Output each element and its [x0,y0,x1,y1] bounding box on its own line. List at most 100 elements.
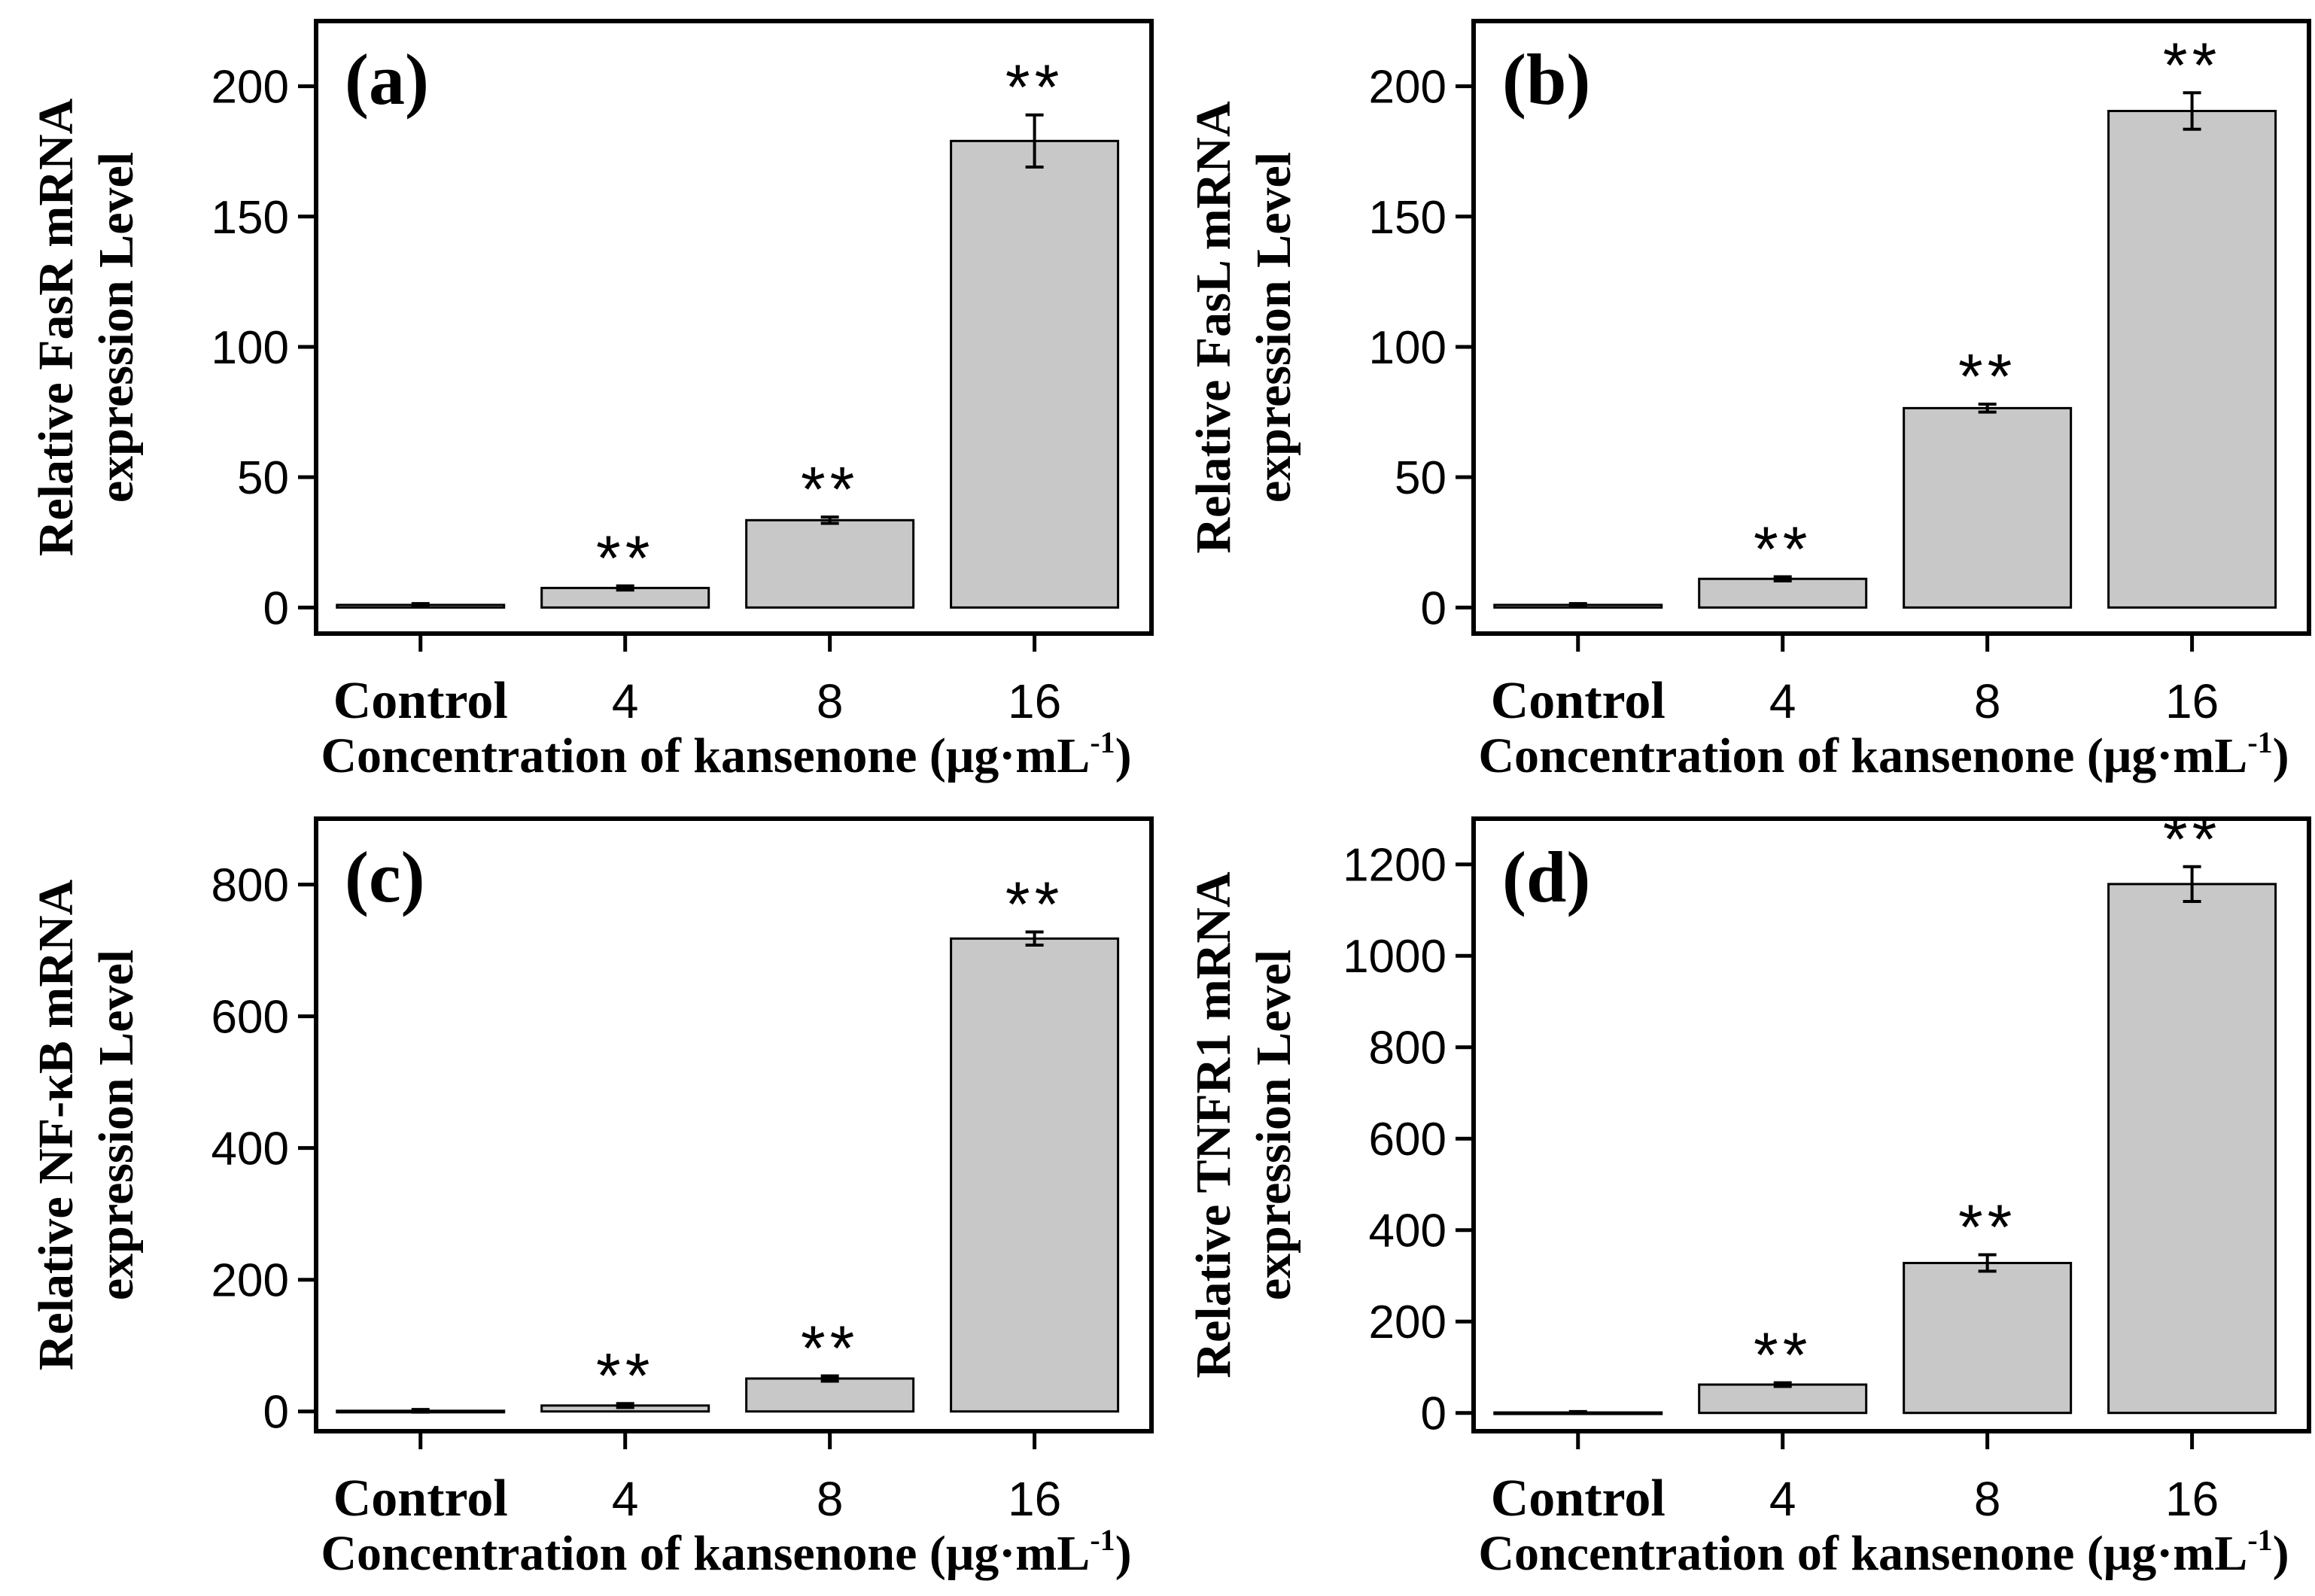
chart-1-group: ** ** ** 0 50 100 150 200 Control 4 8 16 (b) Relative… [1186,19,2311,783]
significance-marker: ** [1754,513,1812,584]
significance-marker: ** [1958,1192,2016,1263]
y-tick-label: 200 [211,1255,289,1307]
y-tick-label: 50 [1395,452,1446,504]
significance-marker: ** [2163,29,2221,100]
y-tick-label: 100 [1369,322,1446,374]
significance-marker: ** [596,523,654,594]
y-axis-title-line1: Relative NF-κB mRNA [29,879,84,1370]
plot-frame [1471,19,2311,636]
chart-2-group: ** ** ** 0 200 400 600 800 Control 4 8 16 (c) Relativ… [29,816,1154,1581]
x-tick-label: 8 [1974,1472,2001,1526]
y-tick-label: 800 [1369,1023,1446,1075]
bar-8 [1903,406,2073,609]
chart-0-group: ** ** ** 0 50 100 150 200 Control 4 8 16 (a) Relative… [29,19,1154,783]
y-tick-label: 100 [211,322,289,374]
x-tick-label: 16 [1008,674,1061,728]
y-axis-title-line2: expression Level [89,152,144,503]
y-tick-label: 150 [211,192,289,244]
y-axis-title-line2: expression Level [1246,152,1301,503]
y-tick-label: 150 [1369,192,1446,244]
chart-d-svg: ** ** ** 0 200 400 600 800 1000 1200 Control 4 8 16 (d… [1186,804,2311,1581]
x-tick-label: 8 [1974,674,2001,728]
x-axis-title-superscript: -1 [1090,725,1115,759]
significance-marker: ** [1005,52,1063,123]
bar-8 [1903,1261,2073,1415]
x-tick-label: Control [333,672,508,730]
bar-4 [1698,577,1868,609]
plot-frame [314,19,1154,636]
chart-panel-d: ** ** ** 0 200 400 600 800 1000 1200 Control 4 8 16 (d… [1158,798,2315,1595]
y-tick-label: 200 [1369,62,1446,114]
x-tick-label: Control [1491,672,1666,730]
chart-c-svg: ** ** ** 0 200 400 600 800 Control 4 8 16 (c) Relativ… [29,816,1154,1581]
y-tick-label: 0 [263,582,289,634]
bar-16 [950,139,1120,609]
significance-marker: ** [1958,341,2016,412]
bar-8 [745,1377,915,1413]
significance-marker: ** [596,1340,654,1411]
x-tick-label: 4 [1769,1472,1796,1526]
x-tick-label: 16 [1008,1472,1061,1526]
plot-frame [314,816,1154,1433]
x-axis-title-main: Concentration of kansenone (μg·mL [321,728,1090,783]
significance-marker: ** [801,454,859,524]
chart-panel-a: ** ** ** 0 50 100 150 200 Control 4 8 16 (a) Relative… [0,0,1158,798]
x-tick-label: 16 [2165,1472,2219,1526]
x-axis-title-superscript: -1 [1090,1523,1115,1557]
x-axis-title-close: ) [1115,1526,1132,1581]
panel-label: (d) [1502,837,1590,917]
x-axis-title-close: ) [2273,728,2289,783]
y-axis-title-line1: Relative FasL mRNA [1186,101,1241,554]
x-axis-title-superscript: -1 [2247,725,2272,759]
x-axis-title-close: ) [2273,1526,2289,1581]
x-axis-title-superscript: -1 [2247,1523,2272,1557]
x-tick-label: 4 [612,1472,639,1526]
bar-16 [950,937,1120,1413]
y-axis-title-line1: Relative TNFR1 mRNA [1186,871,1241,1379]
chart-a-svg: ** ** ** 0 50 100 150 200 Control 4 8 16 (a) Relative… [29,19,1154,783]
y-tick-label: 600 [211,992,289,1044]
y-tick-label: 50 [237,452,289,504]
significance-marker: ** [1754,1320,1812,1391]
y-tick-label: 200 [1369,1297,1446,1348]
x-tick-label: 16 [2165,674,2219,728]
panel-label: (a) [345,39,429,120]
x-axis-title-main: Concentration of kansenone (μg·mL [1478,1526,2247,1581]
x-tick-label: 4 [1769,674,1796,728]
x-axis-title: Concentration of kansenone (μg·mL-1) [321,725,1131,783]
x-axis-title-close: ) [1115,728,1132,783]
chart-3-group: ** ** ** 0 200 400 600 800 1000 1200 Control 4 8 16 (d… [1186,804,2311,1581]
x-axis-title-main: Concentration of kansenone (μg·mL [321,1526,1090,1581]
y-tick-label: 1200 [1343,840,1446,892]
bar-8 [745,518,915,609]
chart-panel-c: ** ** ** 0 200 400 600 800 Control 4 8 16 (c) Relativ… [0,798,1158,1595]
x-axis-title-main: Concentration of kansenone (μg·mL [1478,728,2247,783]
x-tick-label: 8 [817,1472,844,1526]
y-tick-label: 0 [1421,582,1446,634]
y-tick-label: 1000 [1343,931,1446,983]
panel-label: (c) [345,837,425,917]
significance-marker: ** [2163,804,2221,874]
x-tick-label: 8 [817,674,844,728]
x-tick-label: Control [1491,1470,1666,1528]
bar-16 [2107,883,2277,1415]
chart-b-svg: ** ** ** 0 50 100 150 200 Control 4 8 16 (b) Relative… [1186,19,2311,783]
x-axis-title: Concentration of kansenone (μg·mL-1) [321,1523,1131,1581]
y-axis-title-line1: Relative FasR mRNA [29,98,84,556]
x-axis-title: Concentration of kansenone (μg·mL-1) [1478,725,2289,783]
significance-marker: ** [1005,869,1063,940]
plot-frame [1471,816,2311,1433]
y-tick-label: 400 [211,1123,289,1175]
x-axis-title: Concentration of kansenone (μg·mL-1) [1478,1523,2289,1581]
significance-marker: ** [801,1312,859,1383]
y-tick-label: 0 [1421,1388,1446,1440]
y-axis-title-line2: expression Level [89,950,144,1300]
y-tick-label: 400 [1369,1205,1446,1257]
chart-panel-b: ** ** ** 0 50 100 150 200 Control 4 8 16 (b) Relative… [1158,0,2315,798]
x-tick-label: Control [333,1470,508,1528]
y-axis-title-line2: expression Level [1246,950,1301,1300]
y-tick-label: 800 [211,860,289,912]
x-tick-label: 4 [612,674,639,728]
y-tick-label: 600 [1369,1114,1446,1166]
y-tick-label: 0 [263,1387,289,1439]
